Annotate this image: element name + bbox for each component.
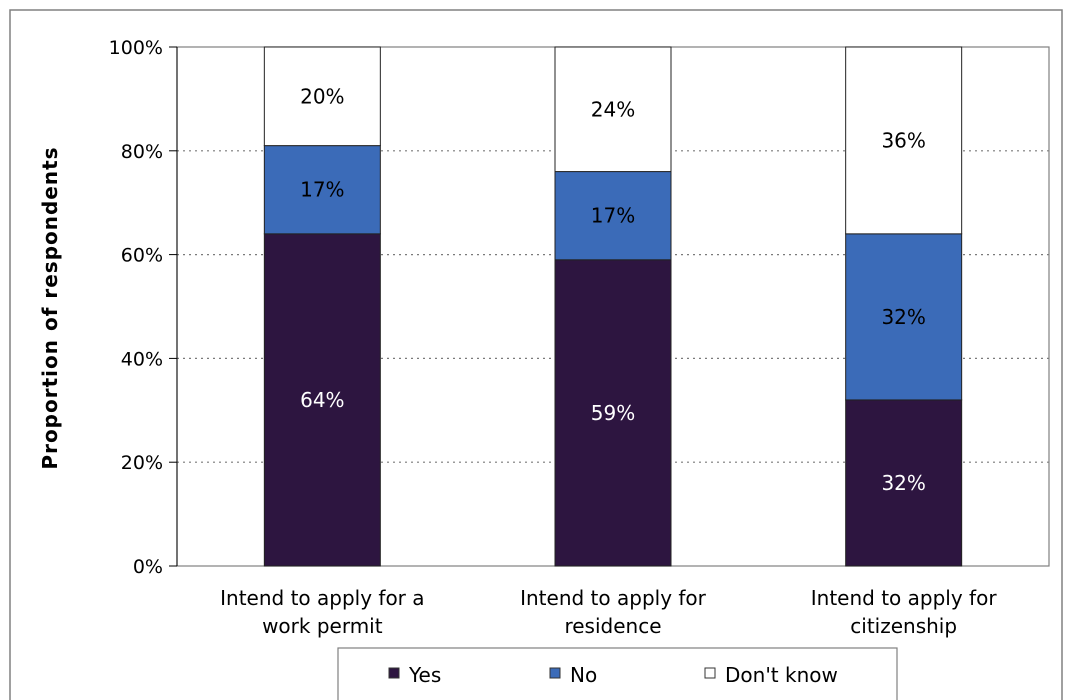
x-tick-label: citizenship xyxy=(850,614,957,638)
data-label: 64% xyxy=(300,388,344,412)
x-tick-label: residence xyxy=(564,614,661,638)
x-tick-label: Intend to apply for xyxy=(811,586,998,610)
bar-segment xyxy=(263,233,381,567)
data-label: 36% xyxy=(881,128,925,152)
legend-swatch xyxy=(549,667,561,679)
data-label: 17% xyxy=(591,204,635,228)
y-tick-label: 40% xyxy=(121,348,163,370)
data-label: 59% xyxy=(591,401,635,425)
y-axis-title: Proportion of respondents xyxy=(38,146,62,469)
y-tick-label: 0% xyxy=(133,556,163,578)
x-tick-label: Intend to apply for xyxy=(520,586,707,610)
legend-label: No xyxy=(570,663,597,687)
data-label: 32% xyxy=(881,305,925,329)
legend-box xyxy=(337,647,898,700)
y-tick-label: 60% xyxy=(121,245,163,267)
bars xyxy=(263,46,963,567)
data-label: 20% xyxy=(300,84,344,108)
bar-segment xyxy=(554,171,672,261)
legend-label: Don't know xyxy=(725,663,838,687)
bar-segment xyxy=(263,46,381,147)
legend-swatch xyxy=(388,667,400,679)
y-tick-label: 20% xyxy=(121,452,163,474)
data-label: 24% xyxy=(591,97,635,121)
y-tick-label: 100% xyxy=(109,37,163,59)
legend-label: Yes xyxy=(408,663,441,687)
bar-segment xyxy=(554,259,672,567)
bar-segment xyxy=(845,233,963,401)
bar-segment xyxy=(845,46,963,235)
data-labels: 64% 17% 20% 59% 17% 24% 32% 32% 36% xyxy=(300,84,926,495)
axes: 0% 20% 40% 60% 80% 100% Intend to apply for a w… xyxy=(109,37,998,638)
data-label: 32% xyxy=(881,471,925,495)
bar-segment xyxy=(263,145,381,235)
legend: Yes No Don't know xyxy=(337,647,898,700)
legend-swatch xyxy=(704,667,716,679)
data-label: 17% xyxy=(300,178,344,202)
x-tick-label: Intend to apply for a xyxy=(220,586,424,610)
x-tick-label: work permit xyxy=(262,614,383,638)
y-tick-label: 80% xyxy=(121,141,163,163)
bar-segment xyxy=(554,46,672,173)
